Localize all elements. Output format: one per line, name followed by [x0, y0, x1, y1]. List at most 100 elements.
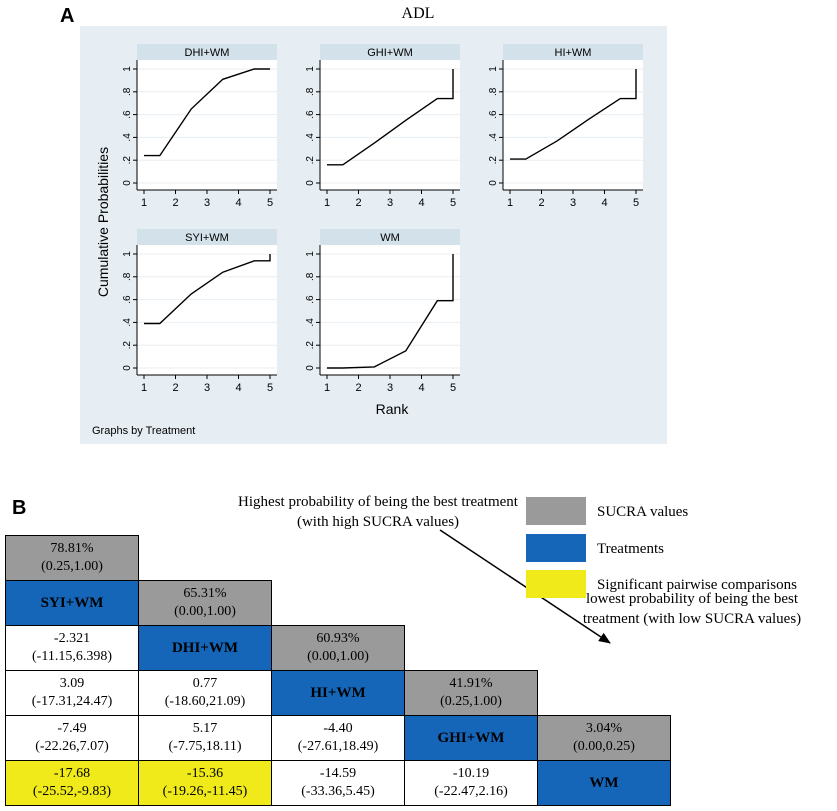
treatment-cell: SYI+WM [5, 580, 139, 626]
subplot-strip [137, 44, 277, 60]
plot-area [137, 245, 277, 375]
series-line-wm [327, 254, 454, 369]
cell-value: WM [589, 775, 619, 791]
cell-interval: (-19.26,-11.45) [162, 784, 248, 799]
x-tick-label: 4 [235, 197, 241, 209]
plot-area [320, 60, 460, 190]
cell-value: 60.93% [316, 631, 360, 646]
comparison-cell: -2.321 (-11.15,6.398) [5, 625, 139, 671]
subplot-dhi-plus-wm: DHI+WM 0 .2 .4 .6 .8 1 1 2 3 4 5 [122, 44, 277, 209]
panel-b-label: B [12, 497, 26, 519]
cell-value: 41.91% [449, 676, 493, 691]
league-row: 78.81% (0.25,1.00) [5, 535, 671, 581]
x-tick-label: 2 [538, 197, 544, 209]
cell-value: GHI+WM [437, 730, 505, 746]
cell-value: -10.19 [452, 766, 490, 781]
annotation-low-line1: lowest probability of being the best [586, 591, 799, 607]
subplots: DHI+WM 0 .2 .4 .6 .8 1 1 2 3 4 5 GHI+WM 0 .2 .4 .6 .8 1 1 2 3… [122, 44, 643, 394]
comparison-cell: -10.19 (-22.47,2.16) [404, 760, 538, 806]
league-row: 3.09 (-17.31,24.47) 0.77 (-18.60,21.09) HI+W… [5, 670, 671, 716]
series-line-hi-plus-wm [510, 69, 637, 160]
y-axis-title: Cumulative Probabilities [95, 147, 111, 297]
cell-value: HI+WM [310, 685, 366, 701]
empty-cell [405, 536, 538, 581]
league-table: 78.81% (0.25,1.00) SYI+WM 65.31% (0.00,1.00)… [5, 535, 671, 806]
cell-value: 3.04% [585, 721, 623, 736]
x-tick-label: 5 [633, 197, 639, 209]
x-tick-label: 3 [387, 197, 393, 209]
treatment-cell: HI+WM [271, 670, 405, 716]
cell-interval: (-25.52,-9.83) [32, 784, 112, 799]
treatment-cell: GHI+WM [404, 715, 538, 761]
empty-cell [538, 536, 671, 581]
cell-value: -17.68 [53, 766, 91, 781]
x-tick-label: 5 [450, 197, 456, 209]
sucra-cell: 3.04% (0.00,0.25) [537, 715, 671, 761]
y-tick-label: 0 [305, 180, 316, 186]
y-tick-label: 1 [122, 251, 133, 257]
plot-area [503, 60, 643, 190]
x-tick-label: 4 [235, 382, 241, 394]
cell-value: -14.59 [319, 766, 357, 781]
cell-value: 5.17 [192, 721, 218, 736]
y-tick-label: .4 [122, 133, 133, 142]
y-tick-label: .2 [305, 156, 316, 165]
empty-cell [272, 536, 405, 581]
y-tick-label: 1 [122, 66, 133, 72]
x-tick-label: 3 [570, 197, 576, 209]
cell-interval: (0.00,0.25) [573, 739, 635, 754]
x-tick-label: 4 [418, 382, 424, 394]
empty-cell [405, 626, 538, 671]
plot-area [320, 245, 460, 375]
y-tick-label: 0 [305, 365, 316, 371]
empty-cell [538, 626, 671, 671]
comparison-cell: -4.40 (-27.61,18.49) [271, 715, 405, 761]
cell-interval: (0.00,1.00) [307, 649, 369, 664]
y-tick-label: 1 [488, 66, 499, 72]
x-tick-label: 2 [355, 382, 361, 394]
cell-interval: (-18.60,21.09) [164, 694, 246, 709]
annotation-high-line1: Highest probability of being the best tr… [238, 494, 519, 510]
cell-value: -2.321 [53, 631, 91, 646]
legend-label-significant: Significant pairwise comparisons [597, 577, 797, 593]
y-tick-label: .6 [305, 295, 316, 304]
y-tick-label: 1 [305, 251, 316, 257]
subplot-title: SYI+WM [185, 232, 229, 244]
y-tick-label: .6 [122, 110, 133, 119]
y-tick-label: .2 [122, 156, 133, 165]
legend-swatch-treatments [526, 534, 586, 562]
empty-cell [272, 581, 405, 626]
y-tick-label: .2 [305, 341, 316, 350]
league-row: SYI+WM 65.31% (0.00,1.00) [5, 580, 671, 626]
series-line-ghi-plus-wm [327, 69, 454, 166]
x-tick-label: 2 [172, 197, 178, 209]
sucra-cell: 65.31% (0.00,1.00) [138, 580, 272, 626]
comparison-cell: 3.09 (-17.31,24.47) [5, 670, 139, 716]
y-tick-label: 1 [305, 66, 316, 72]
annotation-low-line2: treatment (with low SUCRA values) [583, 611, 801, 627]
cell-interval: (-22.26,7.07) [35, 739, 109, 754]
comparison-cell: -14.59 (-33.36,5.45) [271, 760, 405, 806]
cell-interval: (0.25,1.00) [41, 559, 103, 574]
y-tick-label: .8 [305, 272, 316, 281]
subplot-syi-plus-wm: SYI+WM 0 .2 .4 .6 .8 1 1 2 3 4 5 [122, 229, 277, 394]
significant-comparison-cell: -17.68 (-25.52,-9.83) [5, 760, 139, 806]
plot-area [137, 60, 277, 190]
y-tick-label: 0 [122, 180, 133, 186]
cell-interval: (-7.75,18.11) [168, 739, 242, 754]
treatment-cell: WM [537, 760, 671, 806]
legend-label-treatments: Treatments [597, 541, 664, 557]
y-tick-label: 0 [122, 365, 133, 371]
y-tick-label: .6 [488, 110, 499, 119]
cell-value: 78.81% [50, 541, 94, 556]
best-to-worst-arrow [439, 529, 611, 644]
x-tick-label: 3 [204, 382, 210, 394]
x-tick-label: 1 [141, 382, 147, 394]
sucra-cell: 41.91% (0.25,1.00) [404, 670, 538, 716]
cell-interval: (-22.47,2.16) [434, 784, 508, 799]
cell-value: 65.31% [183, 586, 227, 601]
cell-interval: (-33.36,5.45) [301, 784, 375, 799]
league-row: -17.68 (-25.52,-9.83) -15.36 (-19.26,-11.45… [5, 760, 671, 806]
y-tick-label: .4 [488, 133, 499, 142]
